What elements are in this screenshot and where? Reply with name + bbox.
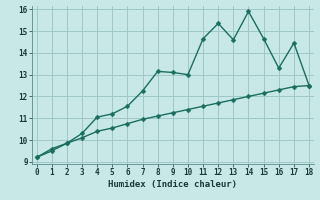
X-axis label: Humidex (Indice chaleur): Humidex (Indice chaleur) <box>108 180 237 189</box>
